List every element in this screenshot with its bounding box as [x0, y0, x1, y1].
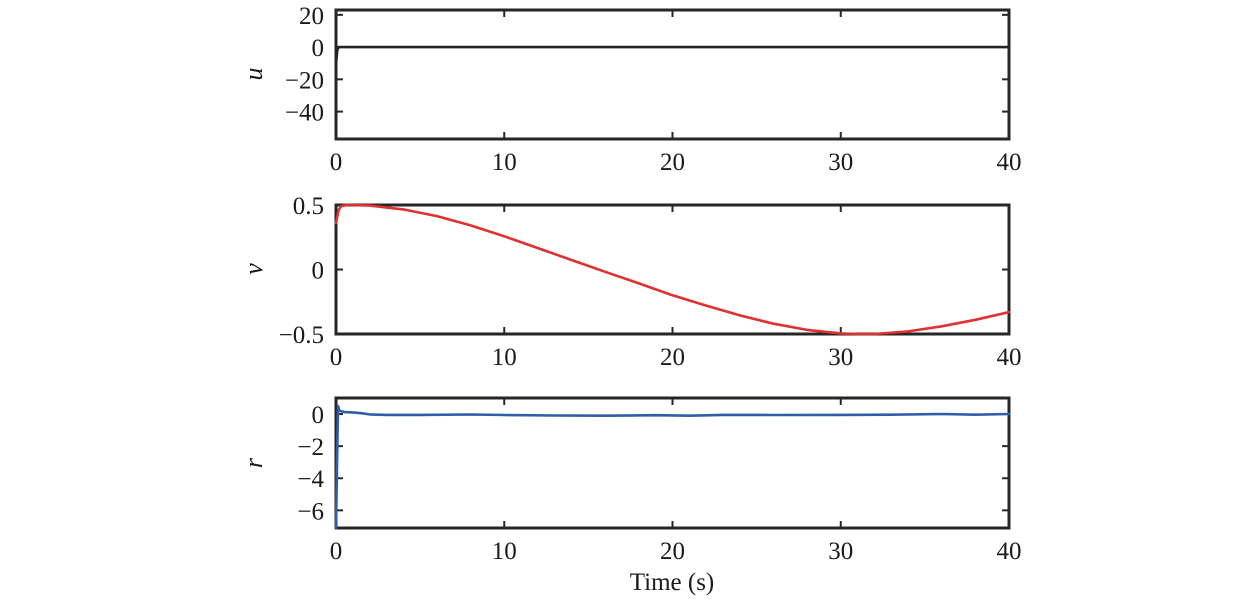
plot-frame-r	[334, 396, 1011, 530]
xtick-label-r-40: 40	[997, 538, 1022, 565]
panel-r: 0 10 20 30 40 0 −2 −4 −6 r Time (s)	[239, 396, 1022, 596]
panel-u: 0 10 20 30 40 20 0 −20 −40 u	[239, 3, 1022, 176]
xtick-label-v-0: 0	[330, 344, 343, 371]
ytick-label-u-0: 20	[299, 3, 324, 30]
ylabel-u: u	[239, 68, 268, 81]
xtick-label-v-40: 40	[997, 344, 1022, 371]
ticks-r: 0 10 20 30 40 0 −2 −4 −6	[297, 398, 1022, 565]
ticks-u: 0 10 20 30 40 20 0 −20 −40	[285, 3, 1022, 176]
xtick-label-u-20: 20	[660, 149, 685, 176]
series-line-u	[334, 45, 1011, 65]
xtick-label-r-0: 0	[330, 538, 343, 565]
ytick-label-u-1: 0	[312, 35, 325, 62]
xtick-label-r-20: 20	[660, 538, 685, 565]
ytick-label-v-0: 0.5	[293, 193, 324, 220]
ytick-label-u-3: −40	[285, 100, 324, 127]
xtick-label-u-10: 10	[492, 149, 517, 176]
xtick-label-r-30: 30	[828, 538, 853, 565]
xtick-label-u-0: 0	[330, 149, 343, 176]
ytick-label-v-2: −0.5	[279, 322, 324, 349]
ticks-v: 0 10 20 30 400.50−0.5	[279, 193, 1022, 371]
plot-frame-u	[334, 8, 1011, 141]
ytick-label-r-0: 0	[312, 402, 325, 429]
ytick-label-v-1: 0	[312, 258, 325, 285]
xtick-label-v-30: 30	[828, 344, 853, 371]
xlabel-time: Time (s)	[630, 569, 715, 596]
xtick-label-u-30: 30	[828, 149, 853, 176]
ylabel-r: r	[239, 457, 268, 468]
series-line-r	[334, 404, 1011, 530]
plot-frame-v	[334, 203, 1011, 336]
ytick-label-r-2: −4	[297, 466, 324, 493]
series-line-v	[334, 203, 1011, 336]
ytick-label-r-3: −6	[297, 498, 324, 525]
xtick-label-v-20: 20	[660, 344, 685, 371]
xtick-label-v-10: 10	[492, 344, 517, 371]
ytick-label-r-1: −2	[297, 434, 324, 461]
ylabel-v: v	[239, 263, 268, 275]
panel-v: 0 10 20 30 400.50−0.5 v	[239, 193, 1022, 371]
xtick-label-r-10: 10	[492, 538, 517, 565]
ytick-label-u-2: −20	[285, 67, 324, 94]
xtick-label-u-40: 40	[997, 149, 1022, 176]
